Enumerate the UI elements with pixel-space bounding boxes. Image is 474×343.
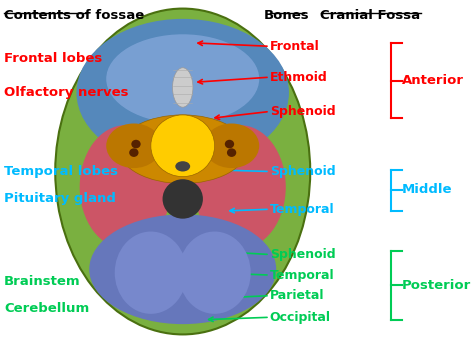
Ellipse shape [194, 125, 286, 249]
Text: Parietal: Parietal [270, 289, 324, 302]
Ellipse shape [119, 115, 246, 184]
Ellipse shape [225, 140, 234, 148]
Text: Middle: Middle [401, 183, 452, 196]
Text: Anterior: Anterior [401, 74, 464, 87]
Text: Sphenoid: Sphenoid [270, 248, 336, 261]
Text: Bones: Bones [264, 9, 310, 22]
Ellipse shape [151, 115, 215, 177]
Text: Cerebellum: Cerebellum [4, 302, 90, 315]
Text: Occipital: Occipital [270, 311, 331, 324]
Ellipse shape [204, 123, 259, 168]
Text: Pituitary gland: Pituitary gland [4, 192, 116, 205]
Ellipse shape [175, 161, 190, 172]
Text: Cranial Fossa: Cranial Fossa [320, 9, 420, 22]
Ellipse shape [129, 148, 138, 157]
Text: Sphenoid: Sphenoid [270, 165, 336, 178]
Ellipse shape [179, 232, 251, 314]
Ellipse shape [80, 125, 171, 249]
Ellipse shape [55, 9, 310, 334]
Ellipse shape [89, 214, 276, 324]
Ellipse shape [115, 232, 187, 314]
Ellipse shape [76, 19, 289, 166]
Text: Frontal lobes: Frontal lobes [4, 52, 102, 65]
Text: Temporal lobes: Temporal lobes [4, 165, 118, 178]
Text: Olfactory nerves: Olfactory nerves [4, 86, 129, 99]
Ellipse shape [163, 179, 203, 219]
Text: Frontal: Frontal [270, 40, 319, 53]
Ellipse shape [173, 68, 193, 107]
Ellipse shape [131, 140, 141, 148]
Text: Temporal: Temporal [270, 269, 335, 282]
Text: Brainstem: Brainstem [4, 275, 81, 288]
Text: Temporal: Temporal [270, 203, 335, 216]
Text: Posterior: Posterior [401, 279, 471, 292]
Ellipse shape [227, 148, 236, 157]
Ellipse shape [106, 123, 162, 168]
Text: Sphenoid: Sphenoid [270, 105, 336, 118]
Text: Ethmoid: Ethmoid [270, 71, 328, 84]
Ellipse shape [106, 34, 259, 123]
Text: Contents of fossae: Contents of fossae [4, 9, 145, 22]
